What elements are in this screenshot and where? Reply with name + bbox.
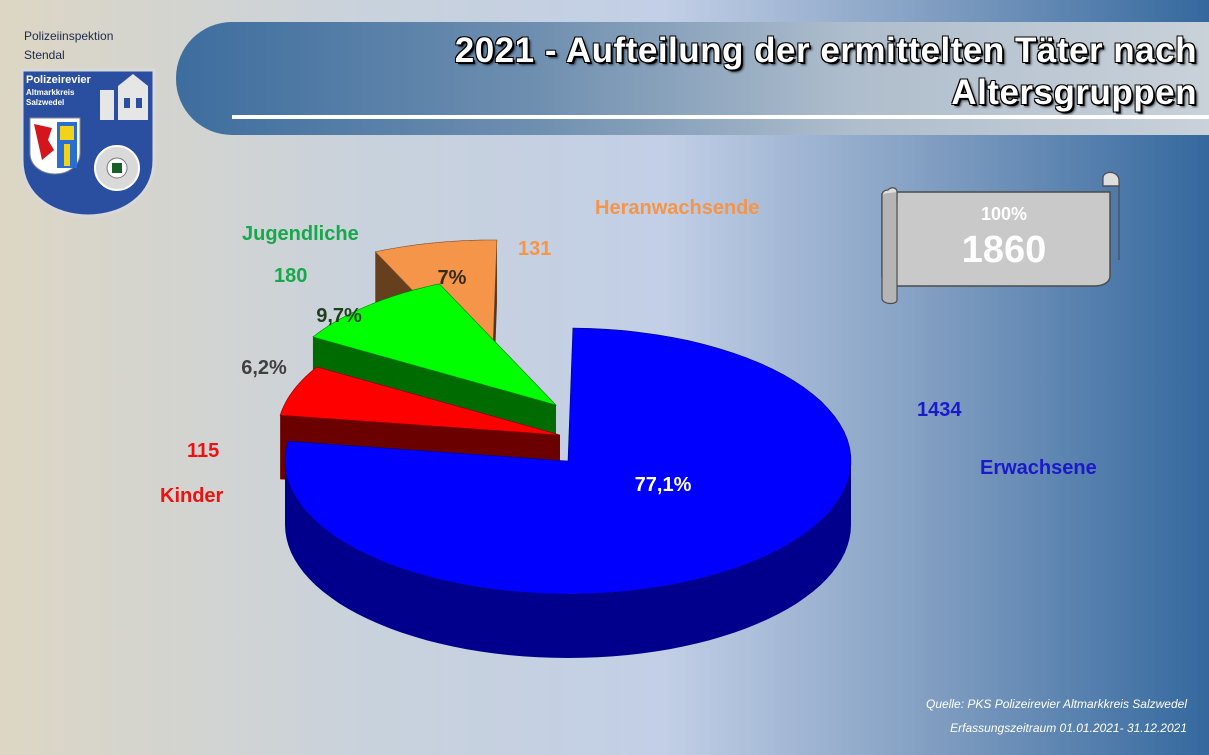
category-label-erwachsene: Erwachsene bbox=[980, 457, 1097, 479]
value-label-erwachsene: 1434 bbox=[917, 399, 962, 421]
title-underline bbox=[232, 115, 1209, 119]
total-percent: 100% bbox=[981, 204, 1027, 224]
value-label-kinder: 115 bbox=[187, 440, 219, 462]
slice-erwachsene bbox=[284, 327, 852, 658]
category-label-jugendliche: Jugendliche bbox=[242, 223, 359, 245]
page-title: 2021 - Aufteilung der ermittelten Täter … bbox=[297, 30, 1197, 114]
org-name-line-1: Polizeiinspektion bbox=[24, 29, 114, 43]
total-value: 1860 bbox=[962, 229, 1047, 271]
percent-label-kinder: 6,2% bbox=[241, 357, 287, 379]
logo-text-1: Polizeirevier bbox=[26, 74, 92, 86]
title-line-2: Altersgruppen bbox=[951, 73, 1197, 112]
period-note: Erfassungszeitraum 01.01.2021- 31.12.202… bbox=[950, 721, 1187, 735]
percent-label-jugendliche: 9,7% bbox=[316, 305, 362, 327]
logo-text-2: Altmarkkreis bbox=[26, 88, 75, 97]
category-label-heranwachsende: Heranwachsende bbox=[595, 197, 760, 219]
logo-text-3: Salzwedel bbox=[26, 98, 64, 107]
title-line-1: 2021 - Aufteilung der ermittelten Täter … bbox=[454, 31, 1197, 70]
percent-label-heranwachsende: 7% bbox=[438, 267, 467, 289]
police-badge-icon: Polizeirevier Altmarkkreis Salzwedel bbox=[20, 68, 156, 218]
total-box: 100% 1860 bbox=[881, 171, 1120, 305]
org-name-line-2: Stendal bbox=[24, 48, 65, 62]
value-label-jugendliche: 180 bbox=[274, 265, 307, 287]
percent-label-erwachsene: 77,1% bbox=[635, 474, 692, 496]
source-note: Quelle: PKS Polizeirevier Altmarkkreis S… bbox=[926, 697, 1187, 711]
slice-top-jugendliche bbox=[312, 283, 557, 406]
slice-side-erwachsene bbox=[285, 461, 851, 658]
slice-top-erwachsene bbox=[284, 327, 852, 595]
value-label-heranwachsende: 131 bbox=[518, 238, 551, 260]
slice-top-kinder bbox=[279, 366, 561, 436]
category-label-kinder: Kinder bbox=[160, 485, 224, 507]
